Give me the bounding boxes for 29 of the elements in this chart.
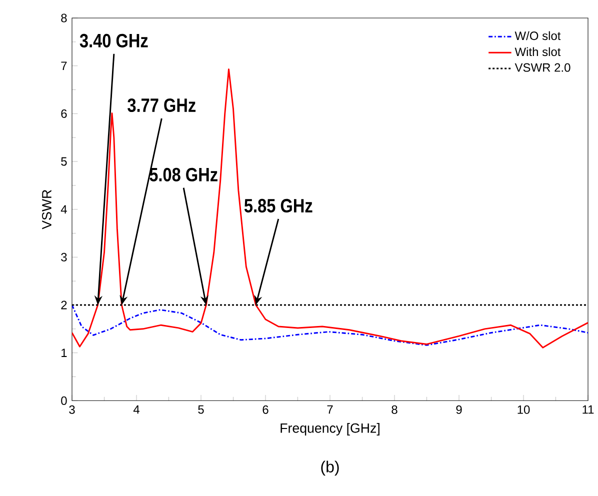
y-tick-label: 3: [61, 252, 67, 262]
legend-label: W/O slot: [514, 31, 561, 40]
legend-label: VSWR 2.0: [514, 63, 570, 72]
x-tick-label: 7: [327, 405, 333, 414]
y-tick-label: 0: [61, 396, 67, 405]
y-tick-label: 1: [62, 348, 67, 357]
x-tick-label: 9: [456, 405, 462, 414]
y-tick-label: 7: [61, 62, 67, 70]
y-tick-label: 8: [61, 14, 67, 22]
line-series: [72, 304, 588, 346]
text: (b): [321, 460, 339, 476]
y-tick-label: 4: [60, 205, 67, 214]
y-tick-label: 5: [61, 157, 67, 166]
x-tick-label: 11: [582, 405, 594, 414]
annotation: 5.08 GHz: [150, 168, 218, 182]
x-tick-label: 3: [69, 405, 75, 414]
x-tick-label: 8: [392, 405, 398, 414]
annotation: 3.77 GHz: [128, 98, 196, 112]
x-tick-label: 4: [133, 405, 140, 414]
y-tick-label: 6: [61, 109, 67, 118]
x-axis-title: Frequency [GHz]: [280, 423, 380, 436]
annotation: 3.40 GHz: [80, 34, 148, 48]
legend-label: With slot: [514, 47, 561, 56]
x-tick-label: 10: [518, 405, 530, 414]
y-tick-label: 2: [61, 300, 67, 310]
x-tick-label: 6: [262, 405, 268, 414]
y-axis-title: VSWR: [42, 190, 52, 230]
x-tick-label: 5: [198, 405, 204, 414]
annotation: 5.85 GHz: [244, 198, 312, 213]
